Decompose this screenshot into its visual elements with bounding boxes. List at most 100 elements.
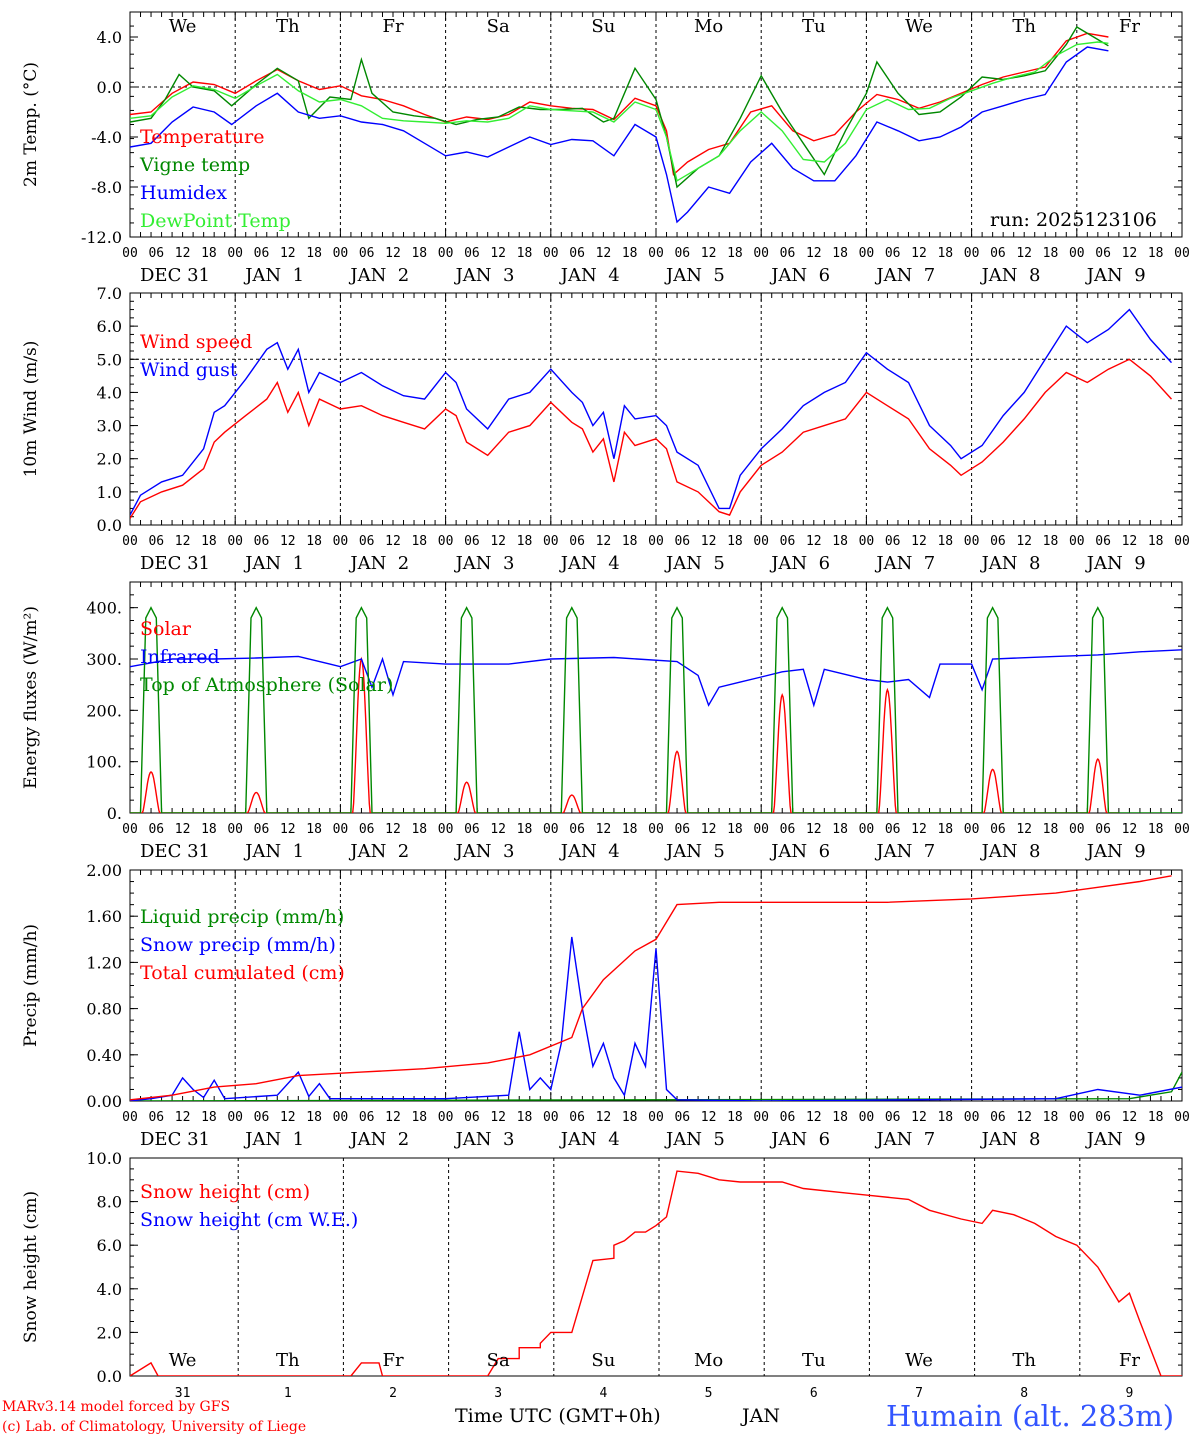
hour-tick-label: 18 — [1043, 1110, 1059, 1125]
hour-tick-label: 18 — [622, 534, 638, 549]
hour-tick-label: 06 — [885, 246, 901, 261]
hour-tick-label: 06 — [148, 822, 164, 837]
hour-tick-label: 18 — [411, 822, 427, 837]
weekday-label: Th — [1012, 1350, 1036, 1371]
y-tick-label: 300. — [86, 650, 122, 669]
hour-tick-label: 00 — [964, 534, 980, 549]
legend-entry: Solar — [140, 618, 192, 640]
legend-entry: Wind speed — [140, 331, 252, 353]
hour-tick-label: 00 — [122, 822, 138, 837]
hour-tick-label: 18 — [1148, 822, 1164, 837]
date-label: JAN 8 — [980, 841, 1041, 862]
hour-tick-label: 06 — [990, 246, 1006, 261]
hour-tick-label: 06 — [464, 822, 480, 837]
hour-tick-label: 06 — [569, 822, 585, 837]
hour-tick-label: 12 — [1122, 822, 1138, 837]
legend-entry: Wind gust — [140, 359, 238, 381]
y-tick-label: 4.0 — [97, 1280, 122, 1299]
hour-tick-label: 18 — [517, 822, 533, 837]
y-tick-label: 0. — [107, 804, 122, 823]
hour-tick-label: 12 — [1016, 822, 1032, 837]
date-label: JAN 8 — [980, 553, 1041, 574]
hour-tick-label: 00 — [753, 534, 769, 549]
hour-tick-label: 12 — [175, 534, 191, 549]
weekday-label: Fr — [382, 1350, 403, 1371]
legend-entry: Infrared — [140, 646, 220, 668]
hour-tick-label: 00 — [753, 1110, 769, 1125]
hour-tick-label: 18 — [832, 534, 848, 549]
date-label: JAN 8 — [980, 1129, 1041, 1150]
date-label: JAN 2 — [348, 265, 409, 286]
hour-tick-label: 18 — [622, 822, 638, 837]
date-label: JAN 1 — [243, 1129, 304, 1150]
date-label: JAN 7 — [874, 841, 935, 862]
hour-tick-label: 00 — [1174, 534, 1190, 549]
hour-tick-label: 12 — [490, 1110, 506, 1125]
y-tick-label: 3.0 — [97, 417, 122, 436]
date-label: JAN 6 — [769, 265, 830, 286]
hour-tick-label: 00 — [964, 822, 980, 837]
hour-tick-label: 18 — [832, 246, 848, 261]
date-label: JAN 4 — [559, 265, 620, 286]
hour-tick-label: 06 — [674, 1110, 690, 1125]
series-line-snow-precip-mm-h- — [130, 936, 1182, 1101]
series-line-solar — [130, 656, 1119, 813]
hour-tick-label: 06 — [148, 534, 164, 549]
y-tick-label: -4.0 — [91, 128, 122, 147]
hour-tick-label: 18 — [411, 1110, 427, 1125]
weekday-label: We — [905, 16, 933, 37]
y-axis-label: Energy fluxes (W/m²) — [21, 606, 41, 789]
series-line-temperature — [130, 32, 1109, 176]
hour-tick-label: 00 — [543, 246, 559, 261]
hour-tick-label: 18 — [201, 822, 217, 837]
hour-tick-label: 00 — [227, 246, 243, 261]
hour-tick-label: 12 — [280, 534, 296, 549]
hour-tick-label: 18 — [1043, 534, 1059, 549]
legend-entry: Snow precip (mm/h) — [140, 934, 336, 956]
date-label: JAN 3 — [454, 1129, 515, 1150]
weekday-label: Tu — [802, 1350, 826, 1371]
weekday-label: We — [905, 1350, 933, 1371]
weekday-label: Fr — [382, 16, 403, 37]
hour-tick-label: 00 — [333, 534, 349, 549]
legend-entry: Vigne temp — [139, 154, 250, 176]
hour-tick-label: 12 — [701, 822, 717, 837]
hour-tick-label: 00 — [859, 1110, 875, 1125]
hour-tick-label: 06 — [148, 246, 164, 261]
hour-tick-label: 00 — [543, 822, 559, 837]
hour-tick-label: 00 — [648, 246, 664, 261]
hour-tick-label: 18 — [1043, 246, 1059, 261]
hour-tick-label: 00 — [1174, 1110, 1190, 1125]
panel-3 — [129, 581, 1183, 814]
weekday-label: We — [169, 1350, 197, 1371]
hour-tick-label: 12 — [911, 1110, 927, 1125]
plot-frame — [129, 11, 1183, 238]
hour-tick-label: 12 — [911, 534, 927, 549]
hour-tick-label: 00 — [438, 1110, 454, 1125]
y-axis-label: Snow height (cm) — [21, 1191, 41, 1343]
hour-tick-label: 18 — [937, 822, 953, 837]
hour-tick-label: 12 — [490, 534, 506, 549]
hour-tick-label: 12 — [385, 1110, 401, 1125]
hour-tick-label: 18 — [937, 1110, 953, 1125]
day-number-label: 31 — [175, 1386, 191, 1401]
hour-tick-label: 18 — [306, 1110, 322, 1125]
hour-tick-label: 06 — [569, 1110, 585, 1125]
hour-tick-label: 18 — [832, 822, 848, 837]
hour-tick-label: 12 — [806, 534, 822, 549]
hour-tick-label: 12 — [806, 1110, 822, 1125]
date-label: DEC 31 — [140, 553, 210, 574]
date-label: JAN 6 — [769, 841, 830, 862]
hour-tick-label: 12 — [596, 822, 612, 837]
hour-tick-label: 00 — [1174, 822, 1190, 837]
run-label: run: 2025123106 — [990, 209, 1157, 231]
date-label: JAN 2 — [348, 553, 409, 574]
y-tick-label: 10.0 — [86, 1149, 122, 1168]
hour-tick-label: 06 — [569, 246, 585, 261]
hour-tick-label: 00 — [1069, 822, 1085, 837]
y-tick-label: 2.0 — [97, 1323, 122, 1342]
hour-tick-label: 06 — [885, 1110, 901, 1125]
hour-tick-label: 18 — [517, 246, 533, 261]
hour-tick-label: 18 — [517, 534, 533, 549]
